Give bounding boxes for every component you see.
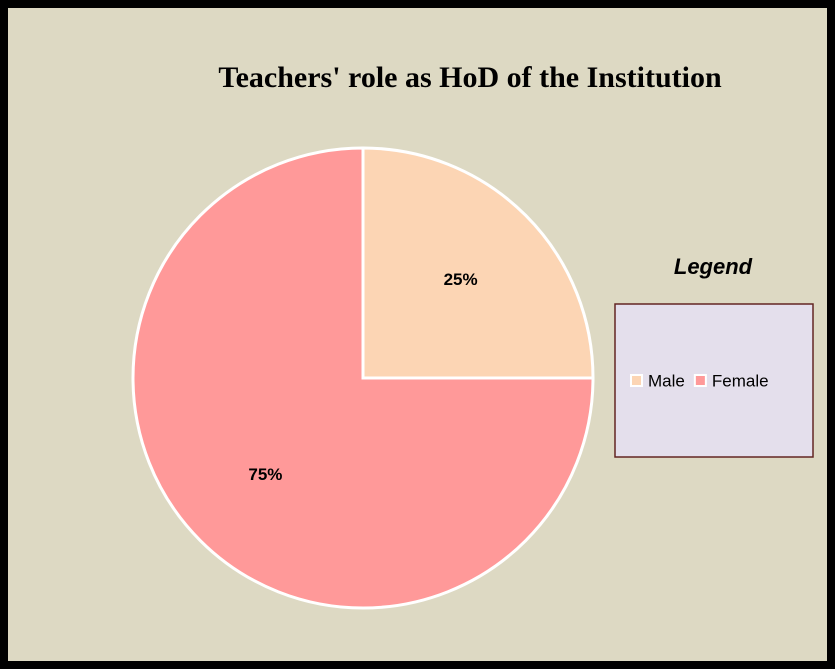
legend-title: Legend	[674, 254, 753, 279]
pie-slice	[131, 146, 595, 610]
chart-title: Teachers' role as HoD of the Institution	[218, 61, 722, 94]
data-label: 25%	[444, 270, 478, 289]
data-label: 75%	[248, 465, 282, 484]
legend-swatch	[693, 374, 707, 387]
legend-swatch	[630, 374, 643, 387]
pie-slice	[361, 146, 595, 380]
legend-label: Male	[648, 371, 685, 390]
legend-box	[614, 303, 814, 458]
legend-label: Female	[712, 371, 769, 390]
